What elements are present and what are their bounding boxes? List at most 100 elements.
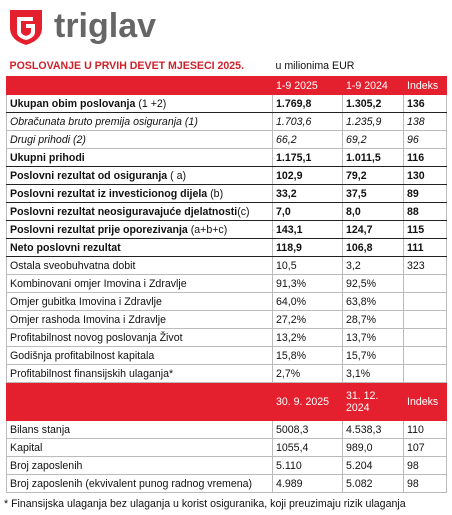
header-cell: 31. 12. 2024 xyxy=(342,382,404,421)
row-label: Omjer rashoda Imovina i Zdravlje xyxy=(6,310,273,329)
data-row: Obračunata bruto premija osiguranja (1) 1… xyxy=(6,112,447,131)
label-part: Obračunata bruto premija osiguranja (1) xyxy=(10,115,198,128)
value-cell: 136 xyxy=(403,94,447,113)
row-label: Broj zaposlenih (ekvivalent punog radnog… xyxy=(6,474,273,493)
label-part: (1 +2) xyxy=(135,97,167,110)
data-row: Omjer gubitka Imovina i Zdravlje 64,0% 63,… xyxy=(6,292,447,311)
row-label: Obračunata bruto premija osiguranja (1) xyxy=(6,112,273,131)
row-label: Neto poslovni rezultat xyxy=(6,238,273,257)
value-cell: 98 xyxy=(403,474,447,493)
value-cell: 102,9 xyxy=(272,166,343,185)
value-cell: 15,8% xyxy=(272,346,343,365)
row-label: Poslovni rezultat od osiguranja ( a) xyxy=(6,166,273,185)
row-label: Broj zaposlenih xyxy=(6,456,273,475)
value-cell: 15,7% xyxy=(342,346,404,365)
value-cell xyxy=(403,292,447,311)
header-row: 30. 9. 2025 31. 12. 2024 Indeks xyxy=(6,382,447,421)
value-cell: 1.769,8 xyxy=(272,94,343,113)
value-cell: 5.204 xyxy=(342,456,404,475)
data-row: Ukupni prihodi 1.175,1 1.011,5 116 xyxy=(6,148,447,167)
row-label: Bilans stanja xyxy=(6,420,273,439)
label-part: Drugi prihodi (2) xyxy=(10,133,86,146)
label-part: Broj zaposlenih (ekvivalent punog radnog… xyxy=(10,477,253,490)
value-cell: 96 xyxy=(403,130,447,149)
value-cell: 37,5 xyxy=(342,184,404,203)
row-label: Ukupni prihodi xyxy=(6,148,273,167)
value-cell: 69,2 xyxy=(342,130,404,149)
value-cell: 130 xyxy=(403,166,447,185)
label-part: Godišnja profitabilnost kapitala xyxy=(10,349,155,362)
value-cell: 1055,4 xyxy=(272,438,343,457)
footnote: * Finansijska ulaganja bez ulaganja u ko… xyxy=(4,498,406,510)
value-cell: 143,1 xyxy=(272,220,343,239)
header-cell: Indeks xyxy=(403,382,447,421)
header-cell: 1-9 2025 xyxy=(272,76,343,95)
label-part: Poslovni rezultat od osiguranja xyxy=(10,169,168,182)
header-cell xyxy=(6,382,273,421)
data-row: Omjer rashoda Imovina i Zdravlje 27,2% 28,… xyxy=(6,310,447,329)
row-label: Poslovni rezultat prije oporezivanja (a+… xyxy=(6,220,273,239)
table-title: POSLOVANJE U PRVIH DEVET MJESECI 2025. xyxy=(9,60,245,72)
results-table: POSLOVANJE U PRVIH DEVET MJESECI 2025. u … xyxy=(6,56,447,493)
header-cell xyxy=(6,76,273,95)
data-row: Drugi prihodi (2) 66,2 69,2 96 xyxy=(6,130,447,149)
value-cell: 2,7% xyxy=(272,364,343,383)
value-cell: 92,5% xyxy=(342,274,404,293)
data-row: Godišnja profitabilnost kapitala 15,8% 15,… xyxy=(6,346,447,365)
value-cell xyxy=(403,274,447,293)
data-row: Poslovni rezultat prije oporezivanja (a+… xyxy=(6,220,447,239)
label-part: Poslovni rezultat neosiguravajuće djelat… xyxy=(10,205,238,218)
label-part: (b) xyxy=(207,187,224,200)
value-cell xyxy=(403,364,447,383)
value-cell: 7,0 xyxy=(272,202,343,221)
row-label: Poslovni rezultat iz investicionog dijel… xyxy=(6,184,273,203)
row-label: Ostala sveobuhvatna dobit xyxy=(6,256,273,275)
header-cell: Indeks xyxy=(403,76,447,95)
label-part: Kombinovani omjer Imovina i Zdravlje xyxy=(10,277,187,290)
label-part: ( a) xyxy=(167,169,187,182)
value-cell: 33,2 xyxy=(272,184,343,203)
title-row: POSLOVANJE U PRVIH DEVET MJESECI 2025. u … xyxy=(7,56,447,77)
logo: triglav xyxy=(6,4,156,48)
header-cell: 1-9 2024 xyxy=(342,76,404,95)
value-cell: 66,2 xyxy=(272,130,343,149)
label-part: Poslovni rezultat prije oporezivanja xyxy=(10,223,188,236)
value-cell: 13,2% xyxy=(272,328,343,347)
value-cell: 5.110 xyxy=(272,456,343,475)
row-label: Poslovni rezultat neosiguravajuće djelat… xyxy=(6,202,273,221)
row-label: Kombinovani omjer Imovina i Zdravlje xyxy=(6,274,273,293)
value-cell: 1.011,5 xyxy=(342,148,404,167)
value-cell: 116 xyxy=(403,148,447,167)
data-row: Broj zaposlenih (ekvivalent punog radnog… xyxy=(6,474,447,493)
data-row: Poslovni rezultat neosiguravajuće djelat… xyxy=(6,202,447,221)
row-label: Kapital xyxy=(6,438,273,457)
brand: triglav xyxy=(54,6,157,45)
row-label: Omjer gubitka Imovina i Zdravlje xyxy=(6,292,273,311)
value-cell: 1.175,1 xyxy=(272,148,343,167)
value-cell: 88 xyxy=(403,202,447,221)
label-part: Poslovni rezultat iz investicionog dijel… xyxy=(10,187,208,200)
data-row: Neto poslovni rezultat 118,9 106,8 111 xyxy=(6,238,447,257)
value-cell: 1.235,9 xyxy=(342,112,404,131)
row-label: Profitabilnost novog poslovanja Život xyxy=(6,328,273,347)
data-row: Profitabilnost novog poslovanja Život 13,… xyxy=(6,328,447,347)
label-part: Ostala sveobuhvatna dobit xyxy=(10,259,136,272)
value-cell: 323 xyxy=(403,256,447,275)
data-row: Broj zaposlenih 5.110 5.204 98 xyxy=(6,456,447,475)
value-cell: 111 xyxy=(403,238,447,257)
value-cell: 89 xyxy=(403,184,447,203)
value-cell: 115 xyxy=(403,220,447,239)
label-part: Broj zaposlenih xyxy=(10,459,83,472)
label-part: Kapital xyxy=(10,441,43,454)
value-cell: 3,2 xyxy=(342,256,404,275)
data-row: Bilans stanja 5008,3 4.538,3 110 xyxy=(6,420,447,439)
value-cell: 13,7% xyxy=(342,328,404,347)
unit: u milionima EUR xyxy=(275,60,355,72)
label-part: Profitabilnost finansijskih ulaganja* xyxy=(10,367,174,380)
row-label: Godišnja profitabilnost kapitala xyxy=(6,346,273,365)
row-label: Drugi prihodi (2) xyxy=(6,130,273,149)
value-cell: 107 xyxy=(403,438,447,457)
label-part: (c) xyxy=(237,205,250,218)
label-part: (a+b+c) xyxy=(187,223,228,236)
